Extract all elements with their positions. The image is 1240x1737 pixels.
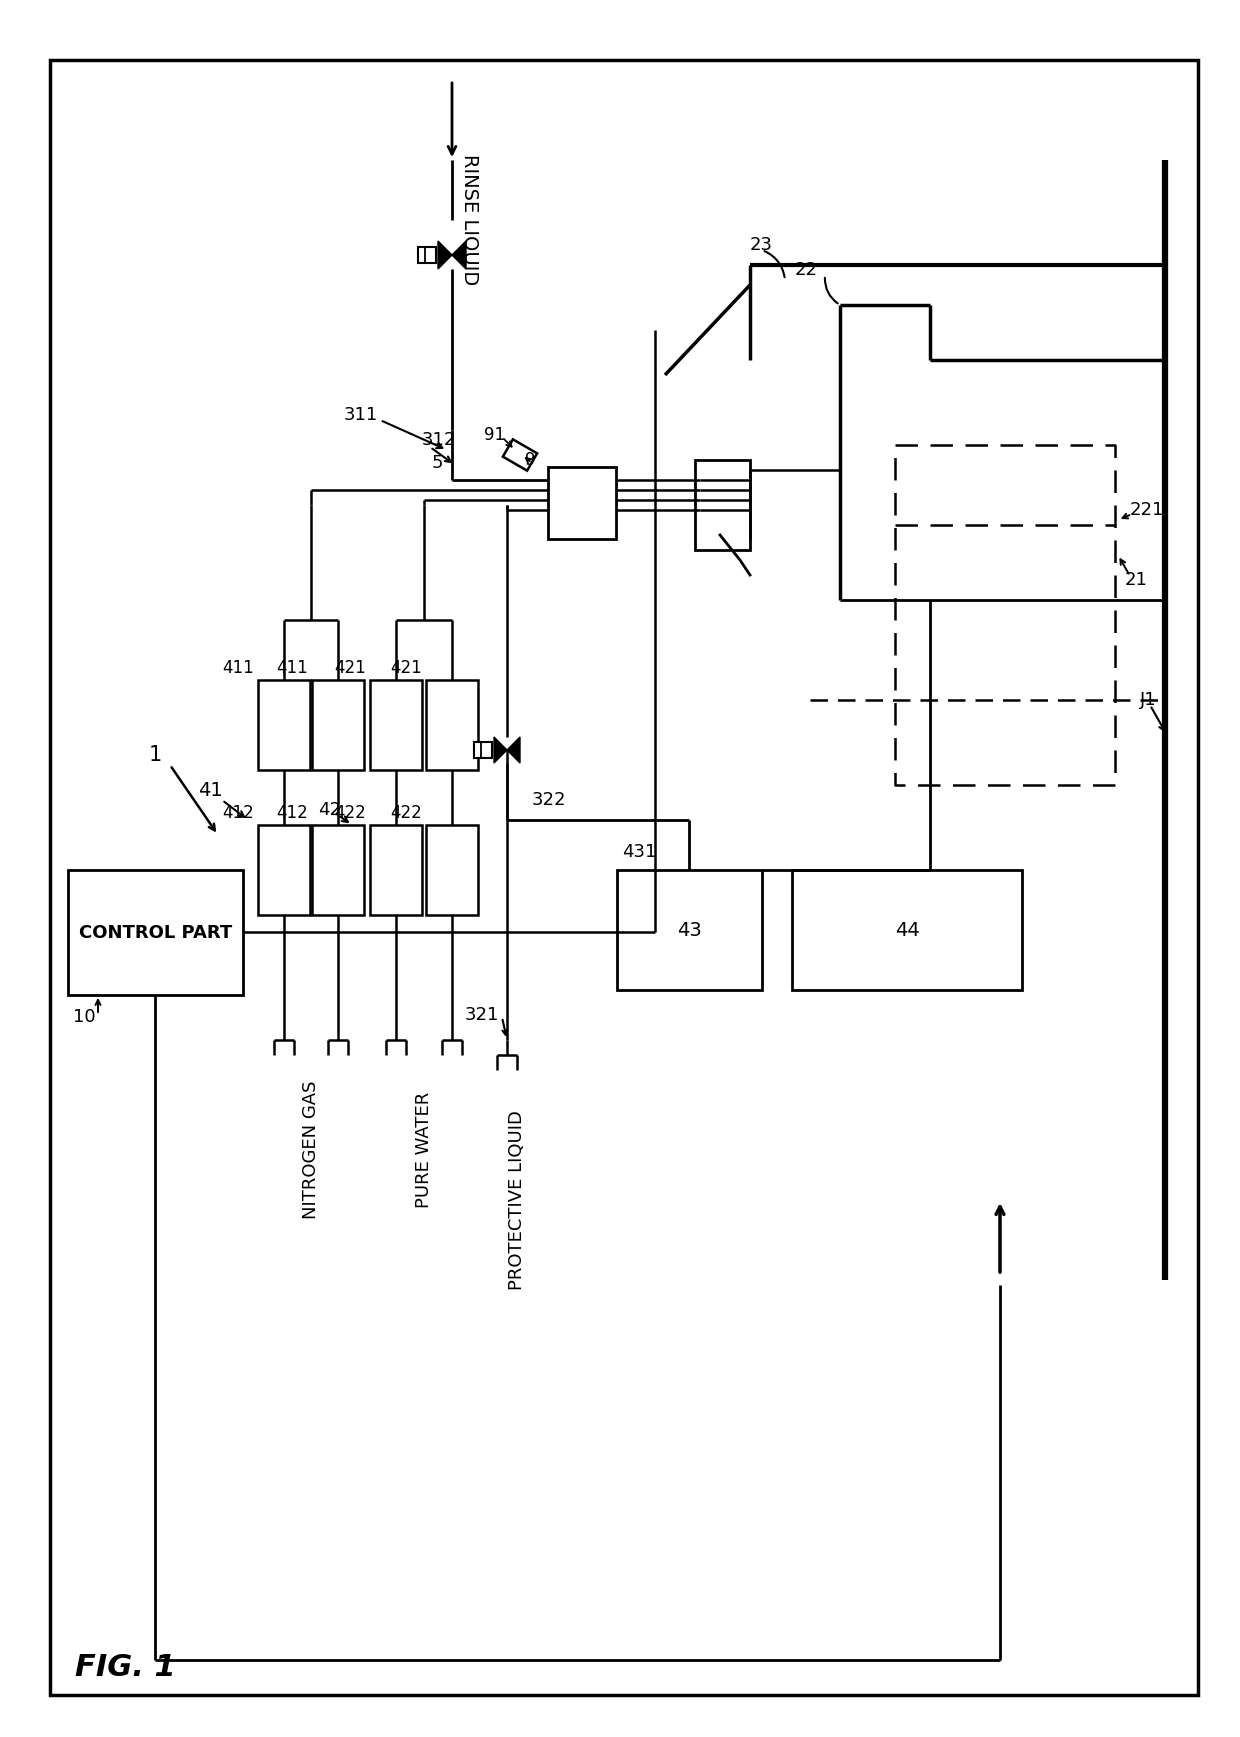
Text: J1: J1: [1140, 691, 1157, 709]
Bar: [694, 460, 750, 551]
Bar: [370, 825, 422, 915]
Text: CONTROL PART: CONTROL PART: [79, 924, 232, 941]
Text: 23: 23: [750, 236, 773, 254]
Text: PROTECTIVE LIQUID: PROTECTIVE LIQUID: [508, 1110, 526, 1291]
Text: 21: 21: [1125, 571, 1148, 589]
Text: RINSE LIQUID: RINSE LIQUID: [460, 155, 480, 285]
Text: 43: 43: [677, 921, 702, 940]
Bar: [68, 870, 243, 995]
Text: 431: 431: [622, 842, 656, 862]
Text: 312: 312: [422, 431, 456, 448]
Text: 421: 421: [391, 658, 422, 677]
Polygon shape: [494, 736, 507, 763]
Text: 411: 411: [277, 658, 308, 677]
Text: 422: 422: [391, 804, 422, 822]
Text: 22: 22: [795, 261, 818, 280]
Text: 311: 311: [343, 406, 378, 424]
Bar: [312, 679, 365, 769]
Bar: [370, 679, 422, 769]
Bar: [618, 870, 763, 990]
Text: PURE WATER: PURE WATER: [415, 1093, 433, 1209]
Bar: [258, 825, 310, 915]
Bar: [548, 467, 616, 538]
Polygon shape: [507, 736, 520, 763]
Polygon shape: [453, 241, 466, 269]
Bar: [792, 870, 1022, 990]
Text: 42: 42: [319, 801, 341, 820]
Bar: [418, 247, 436, 262]
Bar: [427, 679, 477, 769]
Text: 221: 221: [1130, 500, 1164, 519]
Text: 321: 321: [465, 1006, 498, 1025]
Text: 1: 1: [149, 745, 161, 764]
Text: 9: 9: [525, 452, 536, 469]
Bar: [503, 439, 537, 471]
Text: 41: 41: [197, 780, 222, 799]
Text: 411: 411: [222, 658, 254, 677]
Text: FIG. 1: FIG. 1: [74, 1654, 176, 1683]
Text: 422: 422: [335, 804, 366, 822]
Text: 412: 412: [277, 804, 308, 822]
Bar: [312, 825, 365, 915]
Text: NITROGEN GAS: NITROGEN GAS: [303, 1080, 320, 1219]
Text: 44: 44: [894, 921, 919, 940]
Polygon shape: [438, 241, 453, 269]
Bar: [427, 825, 477, 915]
Text: 10: 10: [73, 1007, 95, 1027]
Bar: [474, 742, 492, 757]
Text: 91: 91: [485, 426, 506, 445]
Text: 322: 322: [532, 790, 567, 809]
Bar: [258, 679, 310, 769]
Text: 421: 421: [335, 658, 366, 677]
Text: 5: 5: [432, 453, 444, 472]
Text: 412: 412: [222, 804, 254, 822]
